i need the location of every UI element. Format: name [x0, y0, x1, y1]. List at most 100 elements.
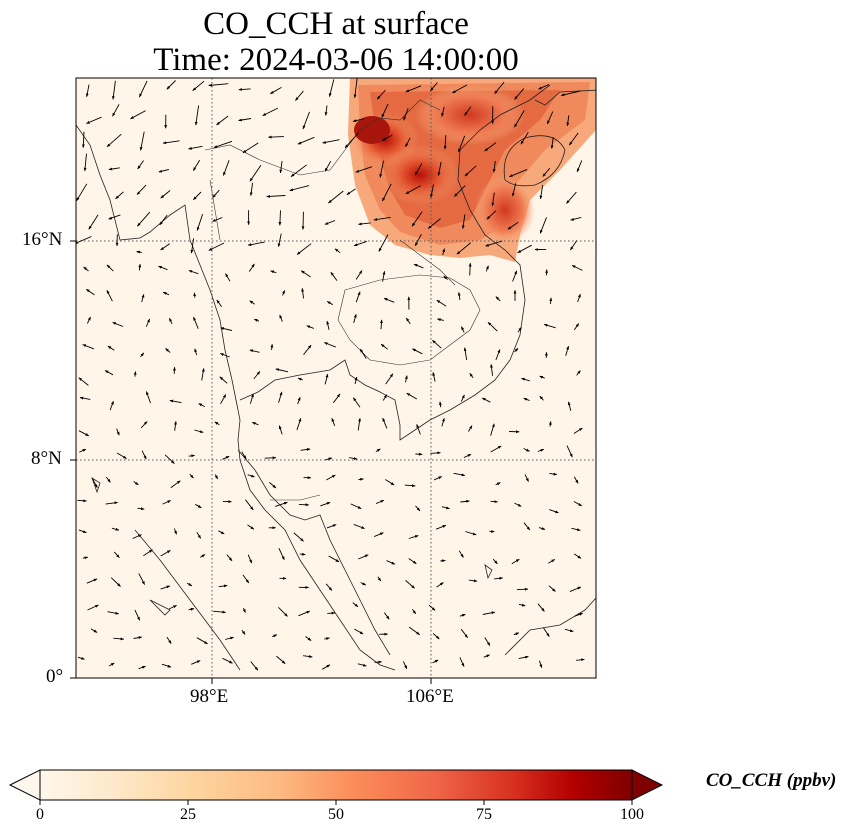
wind-vector	[352, 397, 361, 408]
wind-vector	[110, 577, 121, 587]
wind-vector	[517, 244, 532, 254]
wind-vector	[353, 313, 357, 324]
wind-vector	[331, 417, 336, 426]
wind-vector	[116, 452, 127, 459]
wind-vector	[189, 473, 194, 479]
wind-vector	[459, 613, 466, 617]
wind-vector	[376, 89, 386, 100]
wind-vector	[326, 320, 330, 330]
wind-vector	[430, 451, 441, 455]
wind-vector	[247, 524, 255, 530]
wind-vector	[116, 428, 120, 436]
wind-vector	[279, 160, 283, 174]
map-frame	[75, 77, 597, 679]
wind-vector	[414, 233, 422, 247]
wind-vector	[357, 417, 361, 431]
wind-vector	[219, 353, 230, 358]
wind-vector	[113, 637, 125, 641]
wind-vector	[188, 270, 199, 275]
wind-vector	[162, 291, 170, 296]
wind-vector	[565, 345, 569, 356]
wind-vector	[165, 348, 171, 353]
wind-vector	[324, 457, 333, 461]
wind-vector	[222, 455, 230, 460]
wind-vector	[302, 111, 310, 130]
wind-vector	[570, 216, 582, 221]
wind-vector	[111, 80, 116, 100]
wind-vector	[78, 377, 89, 386]
wind-vector	[139, 131, 145, 151]
wind-vector	[174, 420, 177, 431]
wind-vector	[112, 104, 120, 117]
wind-vector	[433, 476, 443, 481]
wind-vector	[269, 482, 277, 489]
wind-vector	[514, 347, 519, 353]
wind-vector	[523, 448, 530, 452]
wind-vector	[436, 582, 444, 588]
wind-vector	[573, 476, 579, 484]
wind-vector	[298, 503, 310, 507]
wind-vector	[213, 140, 233, 149]
wind-vector	[573, 323, 580, 331]
wind-vector	[385, 373, 394, 385]
wind-vector	[193, 316, 199, 329]
wind-vector	[414, 163, 423, 176]
wind-vector	[158, 265, 168, 271]
gridlines	[76, 78, 596, 678]
wind-vector	[169, 399, 182, 404]
wind-vector	[289, 185, 310, 192]
wind-vector	[138, 80, 148, 98]
wind-vector	[482, 611, 496, 615]
wind-vector	[355, 166, 373, 173]
wind-vector	[432, 339, 442, 349]
wind-vector	[327, 611, 336, 615]
wind-vector	[495, 482, 501, 486]
wind-vector	[571, 264, 583, 271]
wind-vector	[138, 263, 142, 271]
wind-vector	[324, 160, 332, 172]
wind-vector	[405, 317, 411, 325]
wind-vector	[437, 161, 442, 176]
wind-vector	[105, 501, 119, 505]
wind-vector	[300, 270, 311, 278]
wind-vector	[405, 185, 422, 195]
colorbar-tick-25: 25	[180, 806, 196, 823]
wind-vector	[441, 417, 445, 427]
wind-vector	[408, 535, 419, 539]
wind-vector	[133, 371, 137, 377]
wind-vector	[511, 558, 520, 565]
wind-vector	[77, 499, 87, 503]
wind-vector	[78, 430, 90, 437]
wind-vector	[404, 484, 416, 488]
wind-vector	[91, 478, 98, 489]
wind-vector	[296, 243, 312, 255]
wind-vector	[460, 394, 465, 402]
wind-vector	[253, 371, 261, 380]
wind-vector	[518, 603, 526, 607]
wind-vector	[196, 532, 202, 539]
wind-vector	[427, 218, 441, 229]
wind-vector	[192, 80, 205, 91]
wind-vector	[195, 503, 202, 509]
wind-vector	[113, 551, 120, 558]
wind-vector	[279, 314, 283, 322]
wind-vector	[275, 501, 288, 507]
wind-vector	[166, 80, 176, 90]
wind-vector	[226, 554, 233, 562]
wind-vector	[357, 663, 367, 667]
wind-vector	[570, 240, 578, 251]
wind-vector	[161, 663, 172, 668]
wind-vector	[303, 344, 312, 355]
wind-vector	[402, 661, 408, 670]
wind-vector	[571, 527, 581, 531]
wind-vector	[492, 160, 496, 173]
wind-vector	[201, 368, 205, 381]
wind-vector	[106, 264, 114, 272]
wind-vector	[355, 291, 361, 303]
wind-vector	[216, 299, 222, 307]
wind-vector	[489, 529, 495, 533]
lat-tick-8N: 8°N	[31, 448, 62, 469]
wind-vector	[456, 242, 472, 255]
wind-vector	[301, 288, 305, 299]
wind-vector	[408, 626, 420, 636]
